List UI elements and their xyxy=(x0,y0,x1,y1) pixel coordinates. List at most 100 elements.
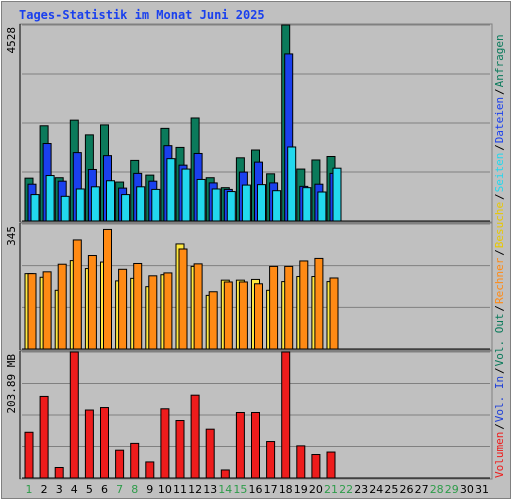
panel-max-label: 345 xyxy=(5,226,18,246)
bar-visits-rechner xyxy=(87,255,97,350)
panel-max-label: 4528 xyxy=(5,27,18,54)
day-label: 28 xyxy=(430,483,444,496)
bar-volume-volumen xyxy=(39,395,49,479)
legend-separator: / xyxy=(493,423,506,430)
legend-separator: / xyxy=(493,367,506,374)
bar-requests-seiten xyxy=(317,191,327,222)
bar-visits-rechner xyxy=(163,272,173,350)
bar-visits-rechner xyxy=(208,291,218,350)
bar-volume-volumen xyxy=(84,409,94,479)
series-seiten xyxy=(30,146,342,222)
legend-entry: Dateien xyxy=(493,97,506,143)
legend-entry: Vol. Out xyxy=(493,313,506,366)
bar-requests-seiten xyxy=(332,167,342,222)
bar-volume-volumen xyxy=(266,441,276,479)
bar-volume-volumen xyxy=(235,411,245,479)
bar-requests-seiten xyxy=(287,146,297,222)
bar-requests-seiten xyxy=(106,180,115,222)
right-legend: Volumen/Vol. In/Vol. Out/Rechner/Besuche… xyxy=(493,34,506,478)
bar-volume-volumen xyxy=(130,442,140,479)
bar-requests-seiten xyxy=(121,194,131,222)
bar-volume-volumen xyxy=(281,351,291,479)
bar-requests-seiten xyxy=(241,184,251,222)
bar-volume-volumen xyxy=(190,394,200,479)
day-label: 24 xyxy=(369,483,383,496)
bar-requests-seiten xyxy=(181,168,191,222)
series-volumen xyxy=(24,351,336,479)
day-label: 21 xyxy=(324,483,338,496)
bar-visits-rechner xyxy=(329,277,339,350)
legend-separator: / xyxy=(493,193,506,200)
legend-separator: / xyxy=(493,144,506,151)
day-label: 11 xyxy=(173,483,187,496)
legend-entry: Vol. In xyxy=(493,376,506,422)
legend-entry: Rechner xyxy=(493,257,506,304)
day-label: 10 xyxy=(158,483,172,496)
day-label: 19 xyxy=(294,483,308,496)
day-label: 17 xyxy=(264,483,278,496)
day-label: 26 xyxy=(400,483,414,496)
day-label: 14 xyxy=(218,483,232,496)
bar-visits-rechner xyxy=(223,281,233,350)
panel-requests: 4528 xyxy=(5,23,493,223)
series-rechner xyxy=(27,228,339,350)
bar-visits-rechner xyxy=(148,275,158,350)
panel-visits: 345 xyxy=(5,222,493,351)
day-label: 25 xyxy=(384,483,398,496)
bar-visits-rechner xyxy=(193,263,203,350)
bar-visits-rechner xyxy=(103,228,112,350)
bar-visits-rechner xyxy=(178,248,188,350)
day-label: 18 xyxy=(279,483,293,496)
x-axis: 1 2 3 4 5 6 7 8 9 10 11 12 13 14 15 16 17 18 19 20 21 22 23 24 2… xyxy=(26,483,490,496)
bar-volume-volumen xyxy=(69,351,79,479)
day-label: 22 xyxy=(339,483,353,496)
bar-visits-rechner xyxy=(133,262,143,350)
bar-volume-volumen xyxy=(100,407,109,479)
bar-requests-seiten xyxy=(211,188,221,222)
day-label: 29 xyxy=(445,483,459,496)
bar-requests-seiten xyxy=(75,188,85,222)
day-label: 30 xyxy=(460,483,474,496)
bar-volume-volumen xyxy=(326,451,336,479)
bar-volume-volumen xyxy=(220,469,230,479)
day-label: 23 xyxy=(354,483,368,496)
legend-separator: / xyxy=(493,305,506,312)
day-label: 2 xyxy=(41,483,48,496)
day-label: 15 xyxy=(233,483,247,496)
bar-volume-volumen xyxy=(24,431,34,479)
bar-volume-volumen xyxy=(251,411,260,479)
bar-requests-seiten xyxy=(30,194,40,222)
bar-volume-volumen xyxy=(205,428,215,479)
legend-entry: Seiten xyxy=(493,153,506,193)
day-label: 20 xyxy=(309,483,323,496)
bar-volume-volumen xyxy=(175,420,185,479)
bar-requests-seiten xyxy=(257,184,266,222)
day-label: 5 xyxy=(86,483,93,496)
bar-visits-rechner xyxy=(314,257,324,350)
bar-visits-rechner xyxy=(72,239,82,350)
bar-requests-seiten xyxy=(196,178,206,222)
bar-volume-volumen xyxy=(160,408,170,479)
bar-requests-seiten xyxy=(151,188,161,222)
day-label: 8 xyxy=(131,483,138,496)
bar-requests-seiten xyxy=(136,186,146,222)
bar-requests-seiten xyxy=(45,175,55,222)
bar-requests-seiten xyxy=(166,158,176,222)
bar-visits-rechner xyxy=(42,271,52,350)
day-label: 12 xyxy=(188,483,202,496)
legend-separator: / xyxy=(493,88,506,95)
legend-entry: Anfragen xyxy=(493,34,506,87)
bar-volume-volumen xyxy=(54,466,64,479)
day-label: 9 xyxy=(146,483,153,496)
bar-requests-seiten xyxy=(226,191,236,222)
day-label: 27 xyxy=(415,483,429,496)
bar-visits-rechner xyxy=(284,265,294,350)
bar-volume-volumen xyxy=(145,461,155,479)
bar-volume-volumen xyxy=(311,454,321,479)
bar-volume-volumen xyxy=(296,445,306,479)
legend-separator: / xyxy=(493,249,506,256)
day-label: 6 xyxy=(101,483,108,496)
